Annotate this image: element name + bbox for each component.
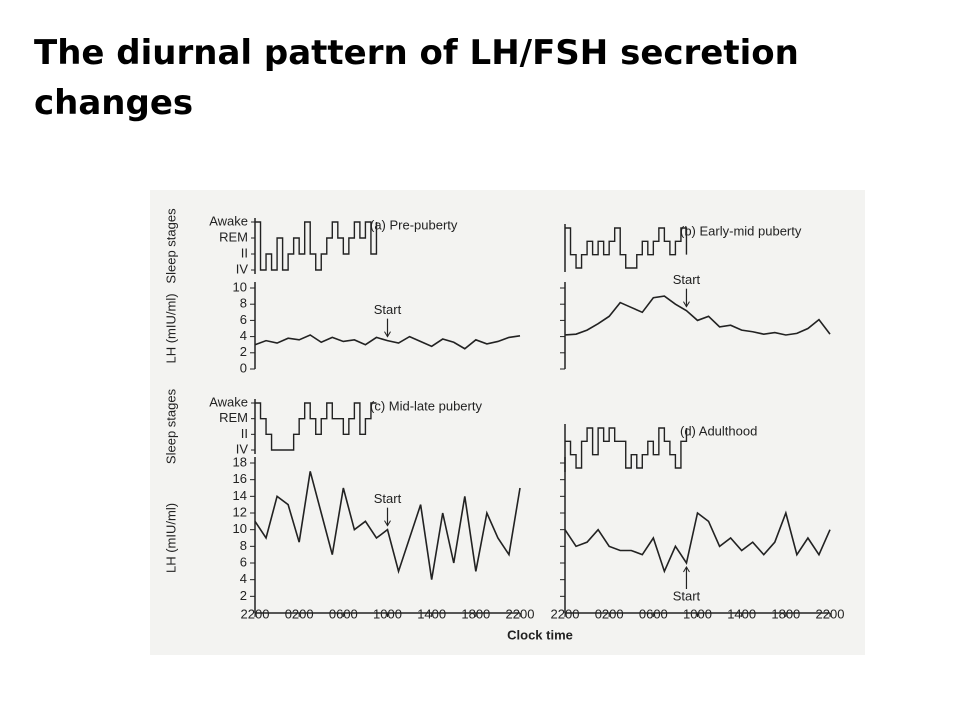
panel-title: (a) Pre-puberty: [370, 217, 458, 232]
lh-line: [254, 334, 521, 350]
y-tick-label: 8: [240, 538, 247, 553]
y-tick-label: 0: [240, 360, 247, 375]
sleep-tick-label: II: [241, 426, 248, 441]
annotation-arrowhead: [384, 520, 391, 527]
y-tick-label: 4: [240, 571, 247, 586]
sleep-tick-label: REM: [219, 229, 248, 244]
sleep-tick-label: IV: [236, 261, 249, 276]
x-tick-label: 0600: [329, 606, 358, 621]
annotation: Start: [374, 302, 402, 317]
y-tick-label: 12: [233, 504, 247, 519]
y-tick-label: 4: [240, 328, 247, 343]
panel-title: (c) Mid-late puberty: [370, 398, 482, 413]
x-tick-label: 1000: [373, 606, 402, 621]
panel-title: (d) Adulthood: [680, 423, 757, 438]
y-tick-label: 2: [240, 344, 247, 359]
figure-background: [150, 190, 865, 655]
y-tick-label: 10: [233, 521, 247, 536]
y-tick-label: 10: [233, 279, 247, 294]
annotation-arrowhead: [683, 301, 690, 308]
annotation: Start: [673, 272, 701, 287]
x-tick-label: 1800: [461, 606, 490, 621]
sleep-tick-label: Awake: [209, 213, 248, 228]
annotation-arrowhead: [683, 566, 690, 573]
panel-title: (b) Early-mid puberty: [680, 223, 802, 238]
y-tick-label: 14: [233, 488, 247, 503]
sleep-trace: [565, 227, 688, 269]
y-tick-label: 18: [233, 454, 247, 469]
x-tick-label: 1800: [771, 606, 800, 621]
x-tick-label: 1400: [727, 606, 756, 621]
sleep-axis-label: Sleep stages: [163, 208, 178, 284]
lh-line: [564, 295, 831, 336]
lh-line: [254, 471, 521, 580]
y-tick-label: 16: [233, 471, 247, 486]
sleep-trace: [255, 402, 377, 451]
x-tick-label: 0200: [595, 606, 624, 621]
x-tick-label: 2200: [551, 606, 580, 621]
sleep-tick-label: Awake: [209, 394, 248, 409]
x-tick-label: 2200: [506, 606, 535, 621]
x-tick-label: 1400: [417, 606, 446, 621]
x-tick-label: 2200: [241, 606, 270, 621]
x-axis-label: Clock time: [507, 627, 573, 642]
annotation-arrowhead: [384, 331, 391, 338]
sleep-tick-label: IV: [236, 441, 249, 456]
y-tick-label: 2: [240, 588, 247, 603]
sleep-tick-label: II: [241, 245, 248, 260]
sleep-tick-label: REM: [219, 410, 248, 425]
y-tick-label: 6: [240, 312, 247, 327]
slide-title: The diurnal pattern of LH/FSH secretion …: [34, 33, 799, 123]
y-axis-label: LH (mIU/ml): [163, 293, 178, 363]
sleep-trace: [565, 427, 688, 469]
y-tick-label: 6: [240, 554, 247, 569]
x-tick-label: 0600: [639, 606, 668, 621]
x-tick-label: 1000: [683, 606, 712, 621]
x-tick-label: 2200: [816, 606, 845, 621]
annotation: Start: [374, 491, 402, 506]
lh-line: [564, 510, 831, 574]
annotation: Start: [673, 588, 701, 603]
sleep-trace: [255, 221, 378, 271]
y-tick-label: 8: [240, 296, 247, 311]
x-tick-label: 0200: [285, 606, 314, 621]
y-axis-label: LH (mIU/ml): [163, 503, 178, 573]
sleep-axis-label: Sleep stages: [163, 388, 178, 464]
